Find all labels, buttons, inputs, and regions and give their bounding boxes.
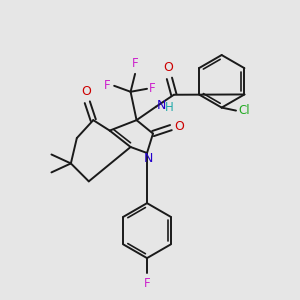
Text: Cl: Cl xyxy=(238,104,250,117)
Text: N: N xyxy=(144,152,153,166)
Text: F: F xyxy=(104,79,111,92)
Text: F: F xyxy=(144,277,150,290)
Text: O: O xyxy=(81,85,91,98)
Text: O: O xyxy=(163,61,173,74)
Text: H: H xyxy=(165,101,174,114)
Text: F: F xyxy=(148,82,155,95)
Text: F: F xyxy=(132,57,138,70)
Text: O: O xyxy=(174,120,184,133)
Text: N: N xyxy=(156,99,166,112)
